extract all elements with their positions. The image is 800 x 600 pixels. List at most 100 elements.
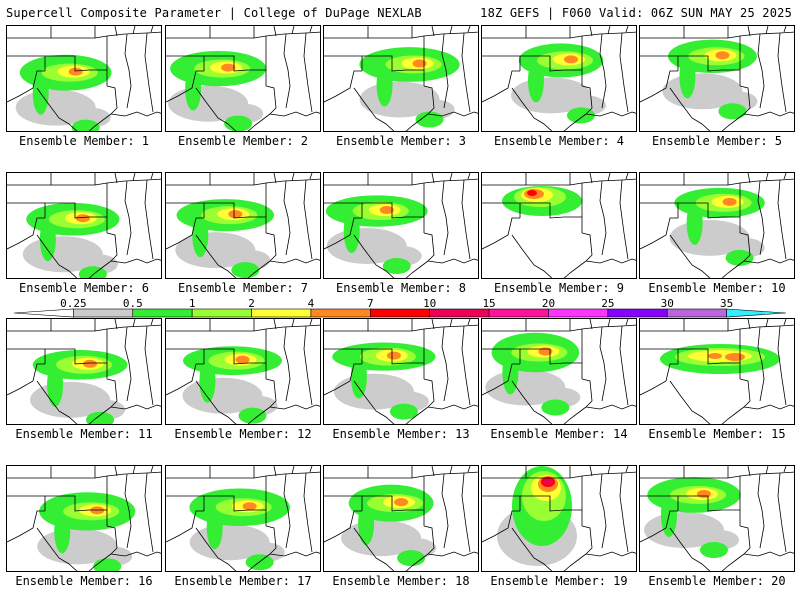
state-border <box>36 234 78 278</box>
state-border <box>283 473 291 549</box>
state-border <box>124 33 132 109</box>
state-border <box>45 495 108 526</box>
state-border <box>423 525 435 555</box>
state-border <box>449 466 453 475</box>
scp-contour-fill <box>379 206 394 215</box>
state-border <box>449 319 453 328</box>
state-border <box>353 527 395 571</box>
colorbar-segment <box>607 308 668 318</box>
scp-map <box>166 319 320 424</box>
state-border <box>581 85 593 115</box>
state-border <box>467 466 471 473</box>
state-border <box>195 87 237 131</box>
state-border <box>526 471 636 479</box>
state-border <box>210 178 320 186</box>
state-border <box>195 527 237 571</box>
colorbar-tick-label: 1 <box>188 297 196 310</box>
colorbar-segment <box>251 308 312 318</box>
state-border <box>619 179 629 260</box>
member-label: Ensemble Member: 5 <box>651 134 783 148</box>
state-border <box>482 70 520 103</box>
state-border <box>144 472 154 553</box>
state-border <box>449 26 453 35</box>
state-border <box>291 319 295 328</box>
state-border <box>269 111 320 117</box>
state-border <box>195 380 237 424</box>
state-border <box>204 348 267 379</box>
state-border <box>526 31 636 39</box>
scp-contour-fill <box>47 362 64 407</box>
state-border <box>640 202 679 218</box>
state-border <box>581 378 593 408</box>
colorbar-segment <box>488 308 549 318</box>
scp-map <box>482 173 636 278</box>
state-border <box>124 180 132 256</box>
state-border <box>669 234 711 278</box>
scp-contour-fill <box>206 505 223 550</box>
state-border <box>563 406 587 424</box>
chart-title: Supercell Composite Parameter | College … <box>6 6 422 20</box>
state-border <box>640 363 678 396</box>
scp-contour-fill <box>54 509 71 554</box>
scp-contour-fill <box>68 67 83 76</box>
colorbar-tick-label: 25 <box>601 297 615 310</box>
state-border <box>150 173 154 180</box>
state-border <box>589 26 593 37</box>
scp-contour-fill <box>93 558 122 571</box>
scp-map <box>7 26 161 131</box>
state-border <box>431 173 435 184</box>
state-border <box>362 495 425 526</box>
ensemble-map-panel <box>165 465 321 572</box>
state-border <box>607 26 611 35</box>
state-border <box>36 527 78 571</box>
state-border <box>324 26 369 39</box>
scp-contour-fill <box>382 258 411 275</box>
ensemble-map-panel <box>6 318 162 425</box>
state-border <box>210 324 320 332</box>
state-border <box>7 319 52 332</box>
state-border <box>678 348 741 379</box>
state-border <box>581 525 593 555</box>
scp-map <box>482 319 636 424</box>
state-border <box>520 348 583 379</box>
state-border <box>166 363 204 396</box>
state-border <box>589 319 593 330</box>
scp-map <box>640 466 794 571</box>
state-border <box>585 111 636 117</box>
scp-map <box>324 319 478 424</box>
run-info: 18Z GEFS | F060 Valid: 06Z SUN MAY 25 20… <box>480 6 792 20</box>
state-border <box>684 471 794 479</box>
scp-contour-fill <box>235 355 250 364</box>
colorbar-tick-label: 0.25 <box>60 297 87 310</box>
member-label: Ensemble Member: 6 <box>18 281 150 295</box>
state-border <box>511 234 553 278</box>
state-border <box>7 363 45 396</box>
state-border <box>7 70 45 103</box>
state-border <box>88 406 112 424</box>
state-border <box>482 466 527 479</box>
member-label: Ensemble Member: 17 <box>174 574 312 588</box>
colorbar-tick-label: 4 <box>307 297 315 310</box>
state-border <box>777 179 787 260</box>
state-border <box>721 113 745 131</box>
state-border <box>640 466 685 479</box>
state-border <box>362 348 425 379</box>
state-border <box>777 325 787 406</box>
scp-contour-fill <box>221 63 236 72</box>
state-border <box>423 378 435 408</box>
state-border <box>777 472 787 553</box>
scp-contour-fill <box>527 58 544 103</box>
state-border <box>431 319 435 330</box>
state-border <box>303 325 313 406</box>
ensemble-map-panel <box>481 465 637 572</box>
state-border <box>757 180 765 256</box>
scp-map <box>482 26 636 131</box>
colorbar-segment <box>370 308 430 318</box>
state-border <box>599 473 607 549</box>
state-border <box>739 85 751 115</box>
state-border <box>757 33 765 109</box>
state-border <box>765 466 769 475</box>
state-border <box>599 180 607 256</box>
state-border <box>739 378 751 408</box>
state-border <box>520 495 583 526</box>
